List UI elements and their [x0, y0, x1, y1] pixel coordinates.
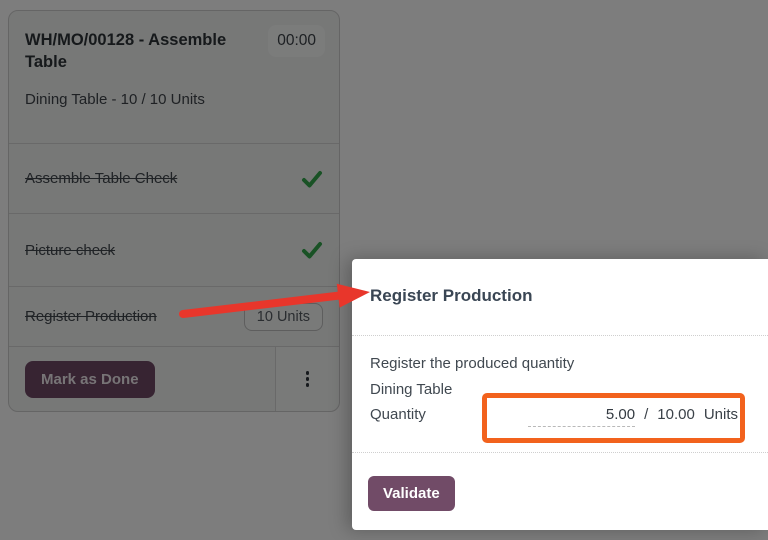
- validate-button[interactable]: Validate: [368, 476, 455, 511]
- product-name: Dining Table: [370, 381, 453, 398]
- quantity-label: Quantity: [370, 406, 426, 423]
- dialog-footer: Validate: [352, 452, 768, 530]
- quantity-separator: /: [644, 406, 649, 423]
- quantity-total: 10.00: [657, 406, 695, 423]
- quantity-row: Quantity 5.00 / 10.00 Units: [370, 406, 768, 427]
- dialog-header: Register Production: [352, 259, 768, 336]
- quantity-value-group: 5.00 / 10.00 Units: [482, 406, 768, 427]
- quantity-input[interactable]: 5.00: [528, 406, 636, 427]
- dialog-body: Register the produced quantity Dining Ta…: [352, 336, 768, 452]
- register-production-dialog: Register Production Register the produce…: [352, 259, 768, 530]
- dialog-title: Register Production: [370, 286, 533, 305]
- quantity-uom: Units: [703, 406, 738, 423]
- dialog-instruction: Register the produced quantity: [370, 355, 575, 372]
